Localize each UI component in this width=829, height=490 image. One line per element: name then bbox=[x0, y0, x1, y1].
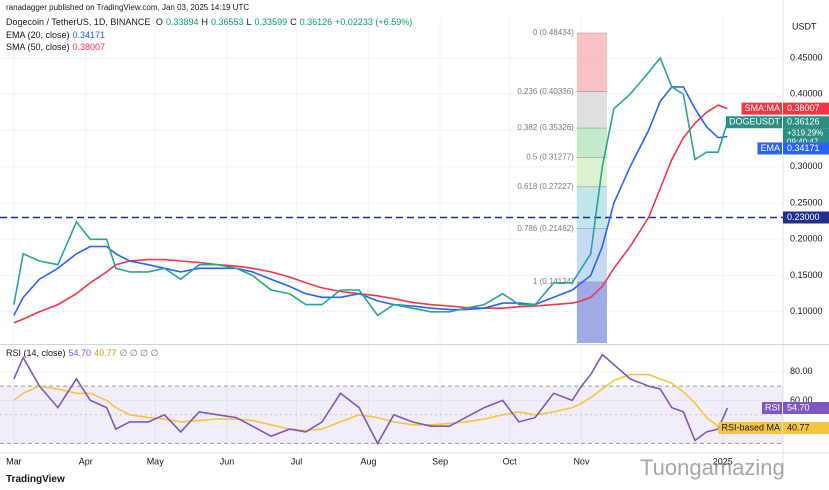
ohlc-item: 0.33599 bbox=[254, 17, 288, 27]
rsi-ma-tag-box bbox=[783, 421, 829, 434]
fib-zone bbox=[576, 91, 607, 129]
y-tick-label: 80.00 bbox=[790, 366, 813, 376]
sma-tag-name-box bbox=[741, 102, 782, 115]
support-tag: 0.23000 bbox=[787, 212, 820, 222]
currency-label: USDT bbox=[792, 21, 817, 31]
price-tag-change: +319.29% bbox=[787, 128, 823, 137]
rsi-ma-tag-name: RSI-based MA bbox=[721, 422, 780, 432]
x-tick-label: May bbox=[147, 456, 165, 466]
fib-label: 1 (0.14124) bbox=[533, 277, 574, 286]
ohlc-item: 0.33894 bbox=[165, 17, 199, 27]
ohlc-item: 0.36553 bbox=[210, 17, 244, 27]
rsi-tag-name-box bbox=[761, 402, 782, 415]
y-tick-label: 0.10000 bbox=[790, 306, 823, 316]
ema-tag-box bbox=[783, 142, 829, 155]
ema-tag-name-box bbox=[757, 142, 782, 155]
fib-label: 0.5 (0.31277) bbox=[526, 153, 574, 162]
x-tick-label: Oct bbox=[503, 456, 518, 466]
price-tag-name: DOGEUSDT bbox=[729, 117, 781, 127]
x-tick-label: Jun bbox=[220, 456, 235, 466]
series-line bbox=[13, 373, 728, 432]
rsi-tag-name: RSI bbox=[765, 402, 780, 412]
ema-tag-value: 0.34171 bbox=[787, 143, 820, 153]
fib-zone bbox=[576, 128, 607, 158]
price-tag-time: 09:40:47 bbox=[787, 137, 819, 146]
ohlc-item: 0.36126 bbox=[299, 17, 333, 27]
sma-tag-name: SMA:MA bbox=[744, 103, 780, 113]
support-tag-box bbox=[783, 211, 829, 224]
y-tick-label: 0.30000 bbox=[790, 161, 823, 171]
rsi-tag-value: 54.70 bbox=[787, 402, 810, 412]
y-tick-label: 60.00 bbox=[790, 395, 813, 405]
x-tick-label: Sep bbox=[432, 456, 448, 466]
ohlc-item: H bbox=[201, 17, 208, 27]
symbol-title: Dogecoin / TetherUS, 1D, BINANCE bbox=[6, 17, 151, 27]
x-tick-label: 2025 bbox=[713, 456, 733, 466]
sma-legend: SMA (50, close) 0.38007 bbox=[6, 42, 108, 52]
rsi-legend: RSI (14, close) 54.70 40.77 ∅ ∅ ∅ ∅ bbox=[6, 348, 161, 359]
series-line bbox=[13, 104, 728, 324]
watermark: Tuongamazing bbox=[640, 455, 785, 480]
x-tick-label: Nov bbox=[573, 456, 590, 466]
price-tag-box bbox=[783, 116, 829, 129]
ema-legend-value: 0.34171 bbox=[72, 30, 106, 40]
price-tag-name-box bbox=[725, 116, 782, 129]
rsi-ma-tag-value: 40.77 bbox=[787, 422, 810, 432]
ema-legend: EMA (20, close) 0.34171 bbox=[6, 30, 108, 40]
price-tag-value: 0.36126 bbox=[787, 117, 820, 127]
x-tick-label: Apr bbox=[79, 456, 93, 466]
sma-legend-value: 0.38007 bbox=[72, 42, 106, 52]
rsi-tag-box bbox=[783, 402, 829, 415]
rsi-ma-tag-name-box bbox=[718, 421, 782, 434]
fib-label: 0.618 (0.27227) bbox=[517, 182, 574, 191]
ema-tag-name: EMA bbox=[760, 143, 780, 153]
rsi-legend-value: 54.70 bbox=[68, 348, 92, 358]
ema-legend-name: EMA (20, close) bbox=[6, 30, 70, 40]
x-tick-label: Mar bbox=[6, 456, 22, 466]
y-tick-label: 0.25000 bbox=[790, 197, 823, 207]
fib-zone bbox=[576, 281, 607, 343]
ohlc: O 0.33894 H 0.36553 L 0.33599 C 0.36126 +0.02233… bbox=[156, 17, 415, 27]
sma-legend-name: SMA (50, close) bbox=[6, 42, 70, 52]
x-tick-label: Jul bbox=[291, 456, 303, 466]
fib-zone bbox=[576, 32, 607, 92]
rsi-extra: ∅ ∅ ∅ ∅ bbox=[119, 348, 159, 358]
ohlc-item: O bbox=[155, 17, 163, 27]
ohlc-item: +0.02233 (+6.59%) bbox=[335, 17, 413, 27]
y-tick-label: 0.40000 bbox=[790, 89, 823, 99]
tradingview-logo: TradingView bbox=[6, 474, 65, 485]
y-tick-label: 0.45000 bbox=[790, 52, 823, 62]
price-legend: Dogecoin / TetherUS, 1D, BINANCE O 0.3389… bbox=[6, 17, 418, 27]
series-line bbox=[13, 353, 729, 446]
y-tick-label: 0.15000 bbox=[790, 270, 823, 280]
rsi-title: RSI (14, close) bbox=[6, 348, 66, 358]
fib-zone bbox=[576, 157, 607, 187]
fib-label: 0.236 (0.40336) bbox=[517, 87, 574, 96]
y-tick-label: 0.20000 bbox=[790, 234, 823, 244]
ohlc-item: C bbox=[290, 17, 297, 27]
series-line bbox=[13, 86, 728, 316]
sma-tag-value: 0.38007 bbox=[787, 103, 820, 113]
fib-zone bbox=[576, 186, 607, 229]
rsi-ma-legend-value: 40.77 bbox=[94, 348, 117, 358]
sma-tag-box bbox=[783, 102, 829, 115]
published-line: ranadagger published on TradingView.com,… bbox=[6, 3, 250, 12]
ohlc-item: L bbox=[246, 17, 252, 27]
fib-label: 0.786 (0.21462) bbox=[517, 224, 574, 233]
series-line bbox=[13, 56, 729, 317]
x-tick-label: Aug bbox=[360, 456, 376, 466]
fib-label: 0 (0.48434) bbox=[533, 28, 574, 37]
fib-label: 0.382 (0.35326) bbox=[517, 123, 574, 132]
